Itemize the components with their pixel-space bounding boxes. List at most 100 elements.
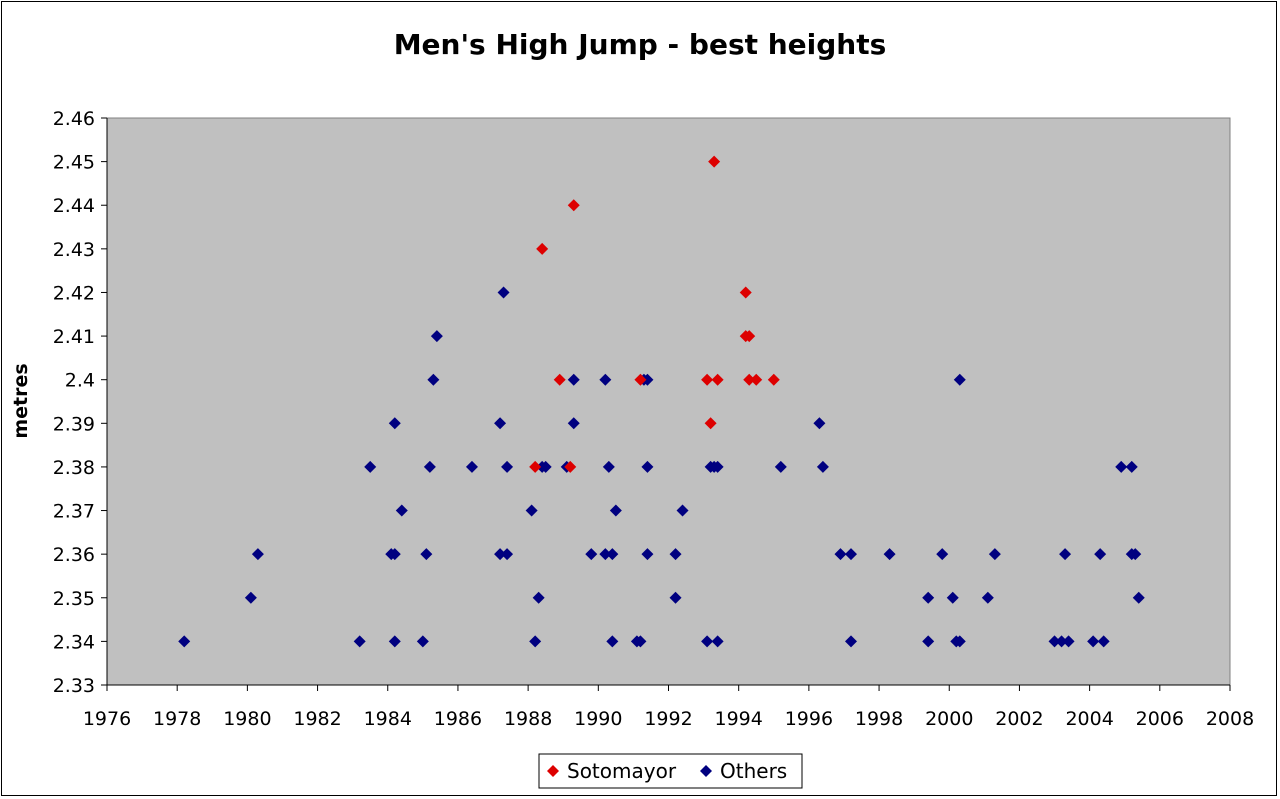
x-tick-label: 1978	[153, 708, 201, 730]
point-sotomayor	[553, 373, 566, 386]
point-others	[388, 635, 401, 648]
point-others	[981, 591, 994, 604]
legend: Sotomayor Others	[538, 753, 803, 789]
y-tick-label: 2.34	[53, 631, 95, 653]
point-sotomayor	[634, 373, 647, 386]
point-others	[494, 548, 507, 561]
point-others	[609, 504, 622, 517]
point-others	[423, 460, 436, 473]
point-others	[353, 635, 366, 648]
point-others	[946, 591, 959, 604]
y-tick-label: 2.45	[53, 152, 95, 174]
data-points	[178, 155, 1145, 648]
point-others	[988, 548, 1001, 561]
x-tick-label: 2002	[995, 708, 1043, 730]
point-others	[599, 548, 612, 561]
y-axis: 2.33 2.34 2.35 2.36 2.37 2.38 2.39 2.4 2.41 2.42 2…	[53, 108, 108, 697]
point-others	[711, 635, 724, 648]
y-axis-label: metres	[10, 363, 32, 438]
point-others	[1059, 548, 1072, 561]
legend-marker-others	[700, 765, 712, 777]
y-tick-label: 2.42	[53, 282, 95, 304]
x-tick-label: 1982	[293, 708, 341, 730]
point-others	[816, 460, 829, 473]
point-others	[416, 635, 429, 648]
legend-marker-sotomayor	[547, 765, 559, 777]
point-others	[1115, 460, 1128, 473]
point-sotomayor	[529, 460, 542, 473]
point-others	[599, 373, 612, 386]
point-others	[936, 548, 949, 561]
point-others	[634, 635, 647, 648]
y-tick-label: 2.37	[53, 501, 95, 523]
plot-area	[106, 117, 1231, 686]
point-sotomayor	[564, 460, 577, 473]
point-others	[813, 417, 826, 430]
x-tick-label: 1996	[785, 708, 833, 730]
point-sotomayor	[750, 373, 763, 386]
point-others	[669, 591, 682, 604]
y-tick-label: 2.38	[53, 457, 95, 479]
point-others	[1048, 635, 1061, 648]
point-others	[427, 373, 440, 386]
point-others	[1094, 548, 1107, 561]
point-others	[501, 460, 514, 473]
x-tick-label: 1998	[855, 708, 903, 730]
point-sotomayor	[708, 155, 721, 168]
point-others	[395, 504, 408, 517]
point-others	[844, 548, 857, 561]
point-others	[834, 548, 847, 561]
point-others	[953, 635, 966, 648]
y-tick-label: 2.35	[53, 588, 95, 610]
x-tick-label: 1992	[644, 708, 692, 730]
y-tick-label: 2.43	[53, 239, 95, 261]
point-others	[1087, 635, 1100, 648]
point-others	[922, 635, 935, 648]
point-others	[567, 417, 580, 430]
point-others	[701, 635, 714, 648]
point-sotomayor	[739, 286, 752, 299]
point-others	[669, 548, 682, 561]
x-tick-label: 1990	[574, 708, 622, 730]
point-others	[178, 635, 191, 648]
point-others	[844, 635, 857, 648]
point-sotomayor	[711, 373, 724, 386]
point-others	[641, 460, 654, 473]
legend-label-others: Others	[720, 759, 787, 783]
point-sotomayor	[704, 417, 717, 430]
point-others	[525, 504, 538, 517]
point-sotomayor	[767, 373, 780, 386]
point-sotomayor	[743, 373, 756, 386]
point-others	[567, 373, 580, 386]
x-tick-label: 1994	[715, 708, 763, 730]
point-others	[606, 635, 619, 648]
point-sotomayor	[567, 199, 580, 212]
y-tick-label: 2.4	[65, 370, 95, 392]
x-tick-label: 2006	[1136, 708, 1184, 730]
point-others	[420, 548, 433, 561]
y-tick-label: 2.39	[53, 413, 95, 435]
point-others	[430, 330, 443, 343]
point-others	[494, 417, 507, 430]
x-tick-label: 1988	[504, 708, 552, 730]
point-others	[388, 548, 401, 561]
point-others	[244, 591, 257, 604]
legend-box	[538, 753, 803, 789]
point-others	[465, 460, 478, 473]
point-others	[711, 460, 724, 473]
point-others	[641, 548, 654, 561]
y-tick-label: 2.36	[53, 544, 95, 566]
point-others	[501, 548, 514, 561]
point-others	[497, 286, 510, 299]
point-others	[676, 504, 689, 517]
point-sotomayor	[701, 373, 714, 386]
point-others	[532, 591, 545, 604]
point-others	[1129, 548, 1142, 561]
x-tick-label: 2000	[925, 708, 973, 730]
point-sotomayor	[743, 330, 756, 343]
point-others	[774, 460, 787, 473]
point-sotomayor	[536, 242, 549, 255]
y-tick-label: 2.46	[53, 108, 95, 130]
point-others	[364, 460, 377, 473]
